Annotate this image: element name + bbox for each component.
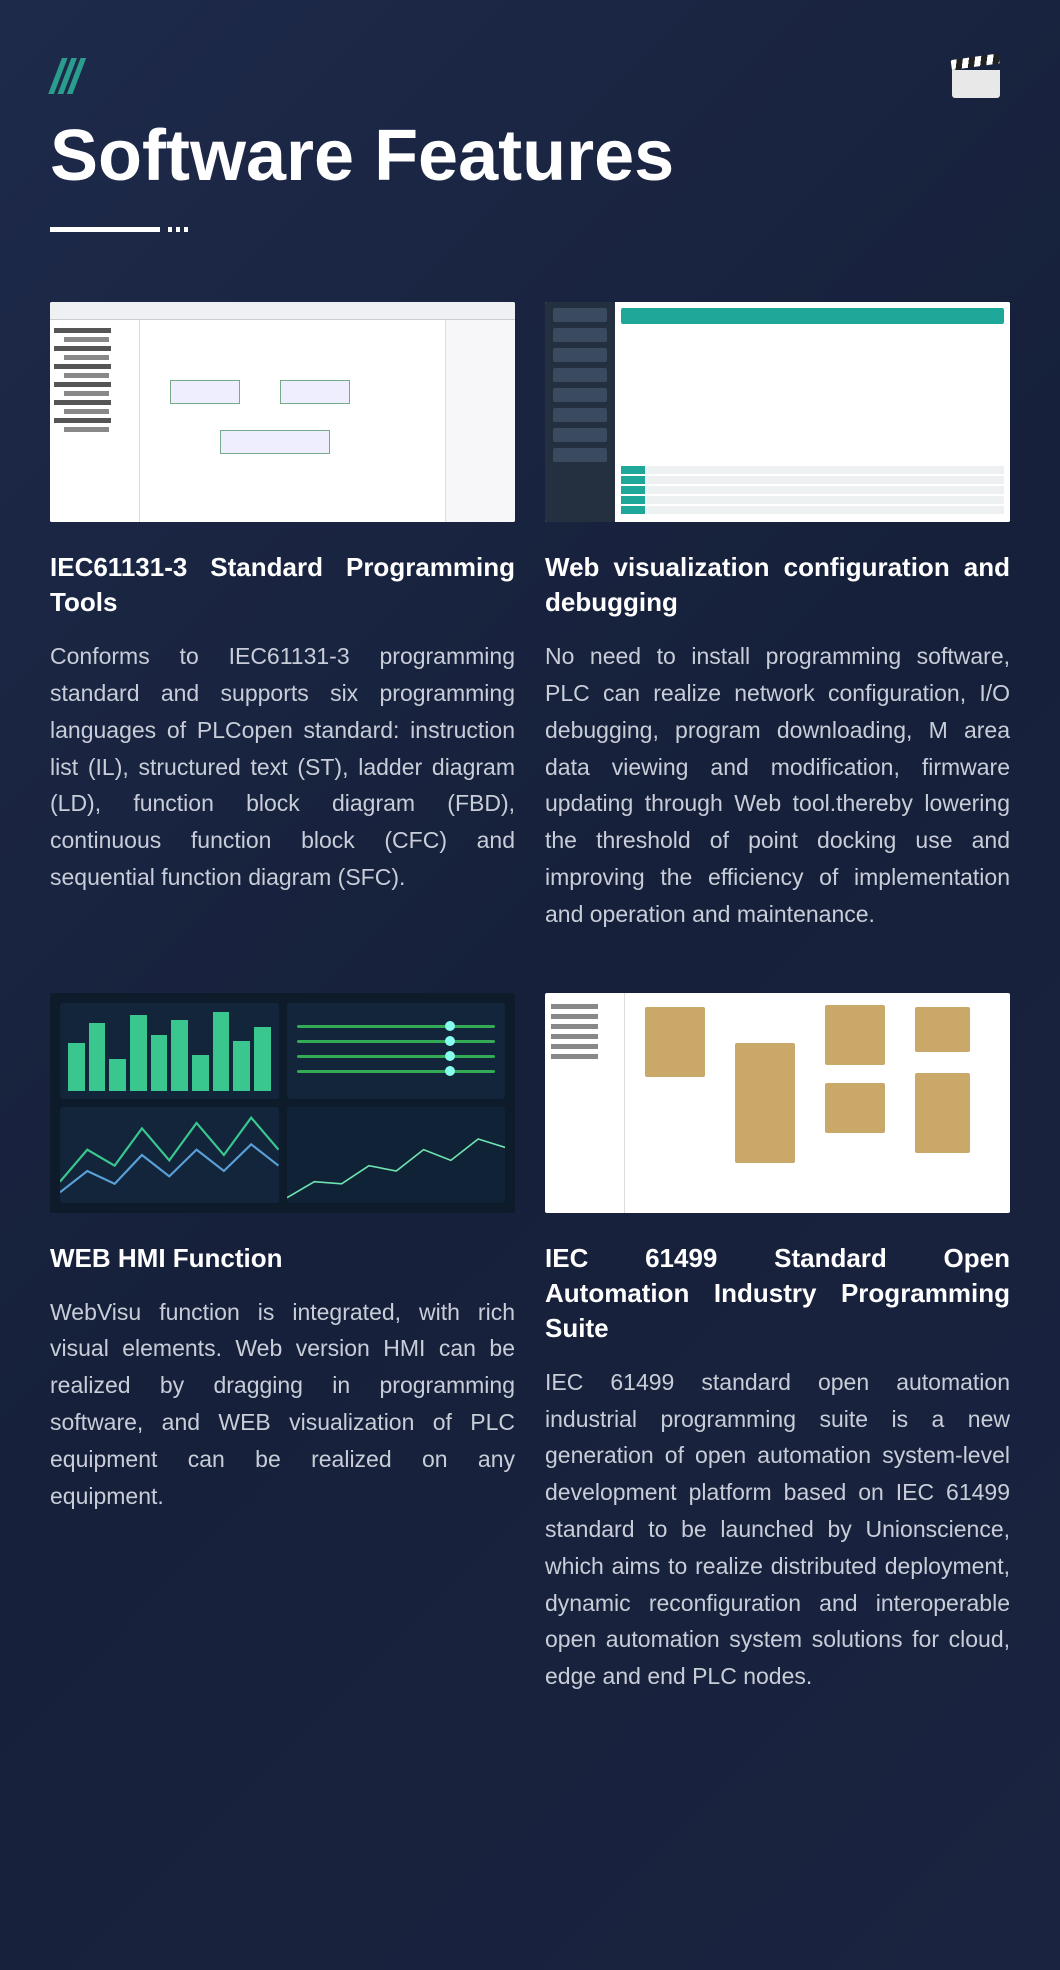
feature-card: WEB HMI Function WebVisu function is int… xyxy=(50,993,515,1695)
feature-title: Web visualization configuration and debu… xyxy=(545,550,1010,620)
clapboard-icon xyxy=(952,60,1000,100)
feature-body: Conforms to IEC61131-3 programming stand… xyxy=(50,638,515,896)
feature-thumbnail-ide xyxy=(50,302,515,522)
feature-body: IEC 61499 standard open automation indus… xyxy=(545,1364,1010,1695)
accent-slashes: /// xyxy=(50,50,1010,105)
title-underline xyxy=(50,227,160,232)
feature-thumbnail-dashboard xyxy=(50,993,515,1213)
feature-card: Web visualization configuration and debu… xyxy=(545,302,1010,933)
feature-thumbnail-web xyxy=(545,302,1010,522)
feature-card: IEC 61499 Standard Open Automation Indus… xyxy=(545,993,1010,1695)
feature-title: WEB HMI Function xyxy=(50,1241,515,1276)
feature-body: WebVisu function is integrated, with ric… xyxy=(50,1294,515,1515)
feature-title: IEC61131-3 Standard Programming Tools xyxy=(50,550,515,620)
page-title: Software Features xyxy=(50,115,1010,197)
feature-thumbnail-blocks xyxy=(545,993,1010,1213)
feature-card: IEC61131-3 Standard Programming Tools Co… xyxy=(50,302,515,933)
feature-title: IEC 61499 Standard Open Automation Indus… xyxy=(545,1241,1010,1346)
feature-body: No need to install programming software,… xyxy=(545,638,1010,932)
features-grid: IEC61131-3 Standard Programming Tools Co… xyxy=(50,302,1010,1695)
